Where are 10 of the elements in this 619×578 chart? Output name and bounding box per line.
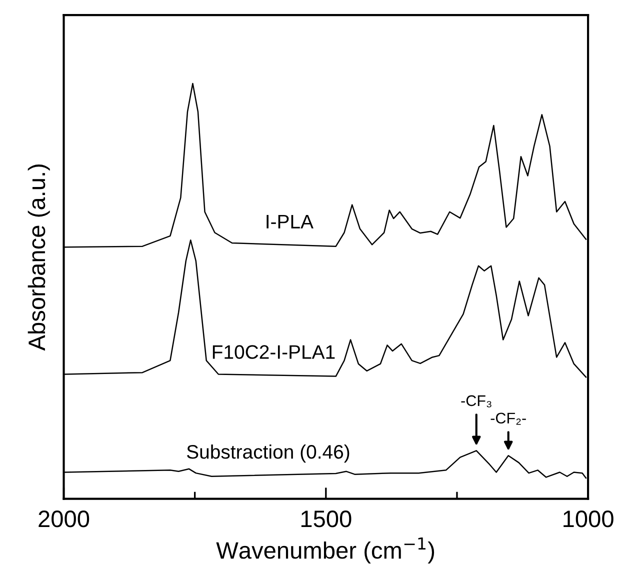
y-axis-title: Absorbance (a.u.) [28,164,50,351]
series-label: Substraction (0.46) [186,444,350,463]
x-tick-label: 2000 [38,510,90,528]
series-label: F10C2-I-PLA1 [212,345,335,359]
annotation: -CF₃ [461,395,492,408]
annotation: -CF₂- [490,412,526,425]
series-label: I-PLA [266,214,314,228]
x-tick-label: 1000 [564,510,614,528]
x-tick-label: 1500 [301,510,352,528]
x-axis-title: Wavenumber (cm$^{−1}$) [216,537,434,564]
